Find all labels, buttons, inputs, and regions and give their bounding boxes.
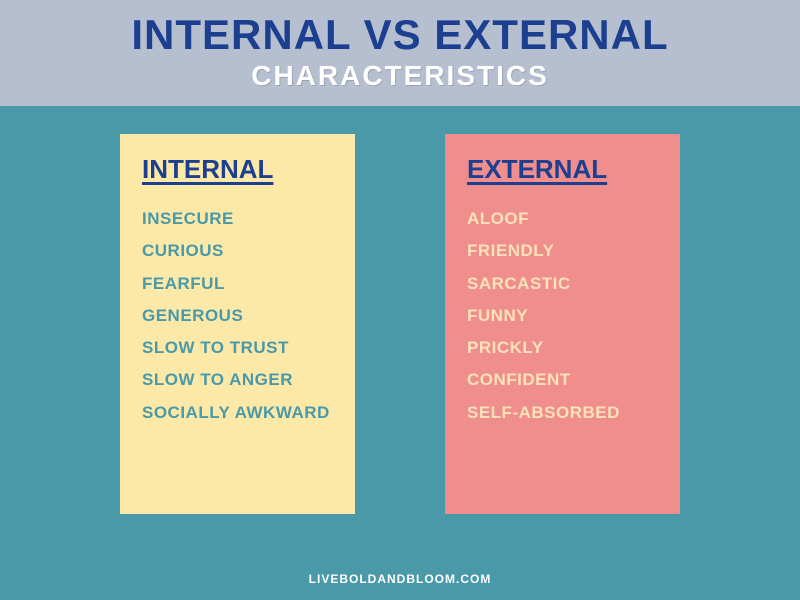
content-area: INTERNAL INSECURECURIOUSFEARFULGENEROUSS… [0, 106, 800, 560]
list-item: SELF-ABSORBED [467, 397, 660, 429]
external-card-title: EXTERNAL [467, 154, 660, 185]
infographic-page: INTERNAL VS EXTERNAL CHARACTERISTICS INT… [0, 0, 800, 600]
list-item: FRIENDLY [467, 235, 660, 267]
list-item: CURIOUS [142, 235, 335, 267]
list-item: CONFIDENT [467, 364, 660, 396]
internal-card: INTERNAL INSECURECURIOUSFEARFULGENEROUSS… [120, 134, 355, 514]
subtitle: CHARACTERISTICS [0, 60, 800, 92]
list-item: GENEROUS [142, 300, 335, 332]
list-item: SARCASTIC [467, 268, 660, 300]
main-title: INTERNAL VS EXTERNAL [0, 14, 800, 56]
footer-credit: LIVEBOLDANDBLOOM.COM [0, 560, 800, 600]
header-banner: INTERNAL VS EXTERNAL CHARACTERISTICS [0, 0, 800, 106]
list-item: ALOOF [467, 203, 660, 235]
list-item: PRICKLY [467, 332, 660, 364]
external-card: EXTERNAL ALOOFFRIENDLYSARCASTICFUNNYPRIC… [445, 134, 680, 514]
list-item: SLOW TO TRUST [142, 332, 335, 364]
list-item: FUNNY [467, 300, 660, 332]
internal-card-title: INTERNAL [142, 154, 335, 185]
external-list: ALOOFFRIENDLYSARCASTICFUNNYPRICKLYCONFID… [467, 203, 660, 429]
list-item: FEARFUL [142, 268, 335, 300]
list-item: SLOW TO ANGER [142, 364, 335, 396]
list-item: SOCIALLY AWKWARD [142, 397, 335, 429]
list-item: INSECURE [142, 203, 335, 235]
internal-list: INSECURECURIOUSFEARFULGENEROUSSLOW TO TR… [142, 203, 335, 429]
